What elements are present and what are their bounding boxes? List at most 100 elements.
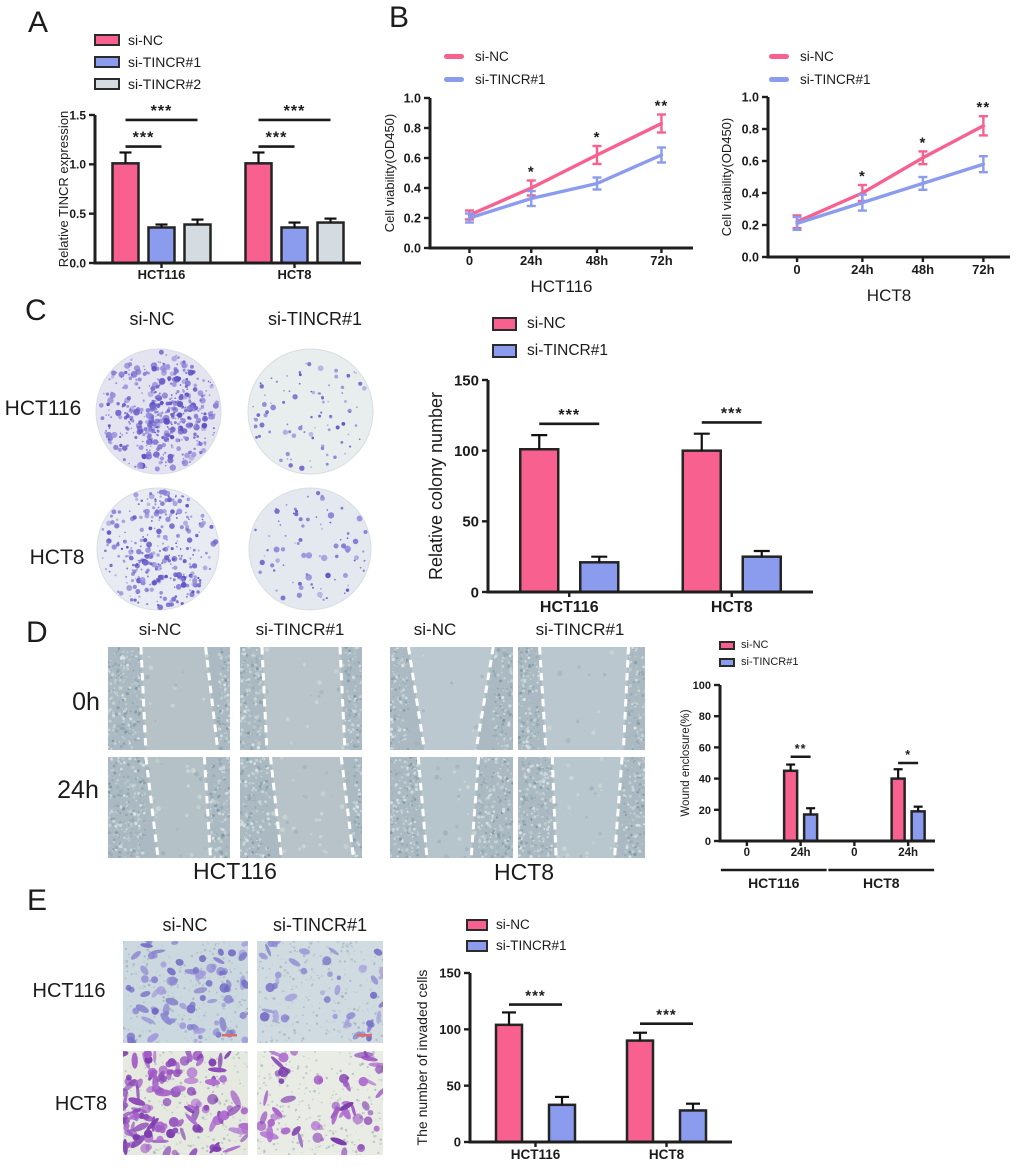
svg-text:HCT8: HCT8 [863,875,900,891]
svg-text:0.0: 0.0 [404,242,421,256]
c-col-label-si-nc: si-NC [129,309,175,329]
svg-text:*: * [594,129,601,146]
svg-text:1.0: 1.0 [742,91,759,105]
legend-swatch [94,78,120,90]
svg-text:*: * [528,164,535,181]
legend-item: si-TINCR#1 [94,54,201,70]
svg-text:0: 0 [471,584,479,601]
svg-text:50: 50 [462,514,479,531]
legend-label: si-NC [741,639,769,651]
svg-text:The number of invaded cells: The number of invaded cells [415,970,430,1146]
svg-text:24h: 24h [520,253,542,268]
legend-item: si-NC [492,315,608,333]
svg-text:***: *** [266,130,288,147]
legend-swatch [94,56,120,68]
d-col-label-si-tincr1-hct8: si-TINCR#1 [535,620,625,639]
c-row-label-hct116: HCT116 [4,397,82,420]
chart-wound-enclosure: 0 20 40 60 80 100 Wound enclosure(%) 0 24h 0 24h **… [675,678,1020,905]
invasion-image-hct8-si-nc [123,1051,248,1155]
c-row-label-hct8: HCT8 [29,546,85,569]
svg-text:HCT8: HCT8 [649,1147,685,1162]
legend-item: si-NC [94,32,201,48]
svg-text:0: 0 [454,1135,461,1150]
svg-text:***: *** [721,405,743,422]
svg-text:100: 100 [454,443,479,460]
wound-image-24h-si-nc-hct116 [108,757,230,858]
legend-label: si-NC [800,49,834,64]
legend-swatch [492,317,517,331]
svg-text:80: 80 [699,711,711,723]
svg-text:0.0: 0.0 [742,251,759,265]
svg-text:150: 150 [454,372,479,389]
legend-item: si-NC [719,639,798,651]
svg-text:**: ** [795,742,807,756]
chart-relative-tincr-expression: 0.0 0.5 1.0 1.5 Relative TINCR expression HCT… [53,95,368,300]
svg-text:0: 0 [793,262,800,277]
svg-text:0.6: 0.6 [742,155,759,169]
wound-image-0h-si-tincr1-hct116 [240,647,362,750]
legend-label: si-TINCR#1 [800,72,871,87]
svg-text:50: 50 [447,1078,461,1093]
d-group-label-hct116: HCT116 [193,858,277,884]
svg-text:HCT116: HCT116 [530,277,592,296]
wound-image-24h-si-nc-hct8 [390,757,513,858]
e-row-label-hct8: HCT8 [54,1093,108,1115]
svg-text:HCT8: HCT8 [278,267,312,282]
svg-text:HCT116: HCT116 [138,267,186,282]
panel-d-label: D [26,616,48,649]
colony-image-hct116-si-tincr1 [247,348,374,475]
chart-invaded-cells: 0 50 100 150 The number of invaded cells HCT1… [414,951,754,1171]
legend-item: si-TINCR#1 [769,72,871,87]
svg-text:*: * [859,168,866,185]
d-row-label-24h: 24h [57,776,99,804]
svg-text:0: 0 [466,253,473,268]
svg-text:48h: 48h [912,262,934,277]
svg-text:***: *** [656,1007,677,1024]
svg-text:100: 100 [693,680,711,692]
legend-label: si-NC [475,49,509,64]
legend-panel-a: si-NC si-TINCR#1 si-TINCR#2 [94,32,201,98]
legend-label: si-NC [128,32,163,48]
svg-text:48h: 48h [586,253,608,268]
legend-panel-b-hct8: si-NC si-TINCR#1 [769,49,871,95]
svg-text:Cell viability(OD450): Cell viability(OD450) [722,118,734,236]
wound-image-0h-si-nc-hct116 [108,647,230,750]
panel-b-label: B [389,1,410,34]
svg-text:**: ** [655,98,669,115]
legend-label: si-NC [527,315,566,332]
invasion-image-hct116-si-tincr1 [257,941,383,1043]
svg-text:Cell viability(OD450): Cell viability(OD450) [385,114,397,232]
legend-swatch [719,657,735,667]
legend-swatch [466,918,488,931]
panel-e-label: E [27,884,48,917]
legend-item: si-TINCR#1 [719,656,798,668]
svg-text:0.4: 0.4 [742,187,759,201]
legend-swatch [492,344,517,358]
legend-item: si-TINCR#1 [444,72,546,87]
svg-text:0: 0 [851,847,857,859]
svg-text:1.0: 1.0 [69,158,86,172]
legend-panel-c: si-NC si-TINCR#1 [492,315,608,369]
svg-text:***: *** [133,130,155,147]
d-row-label-0h: 0h [72,688,100,716]
svg-text:72h: 72h [972,262,994,277]
legend-swatch [769,77,789,82]
e-col-label-si-tincr1: si-TINCR#1 [272,915,368,935]
legend-label: si-TINCR#1 [475,72,546,87]
svg-text:HCT116: HCT116 [540,599,599,616]
svg-text:Relative TINCR expression: Relative TINCR expression [56,111,71,268]
c-col-label-si-tincr1: si-TINCR#1 [267,309,363,329]
svg-text:***: *** [151,103,173,120]
colony-image-hct8-si-nc [96,487,220,611]
legend-label: si-TINCR#1 [741,656,799,668]
legend-panel-b-hct116: si-NC si-TINCR#1 [444,49,546,95]
d-col-label-si-nc-hct116: si-NC [138,620,182,639]
panel-c-label: C [25,294,47,327]
legend-swatch [769,54,789,59]
svg-text:***: *** [525,988,546,1005]
svg-text:100: 100 [439,1022,461,1037]
panel-a-label: A [28,6,49,39]
legend-swatch [444,54,464,59]
d-group-label-hct8: HCT8 [493,859,555,885]
legend-item: si-TINCR#2 [94,76,201,92]
